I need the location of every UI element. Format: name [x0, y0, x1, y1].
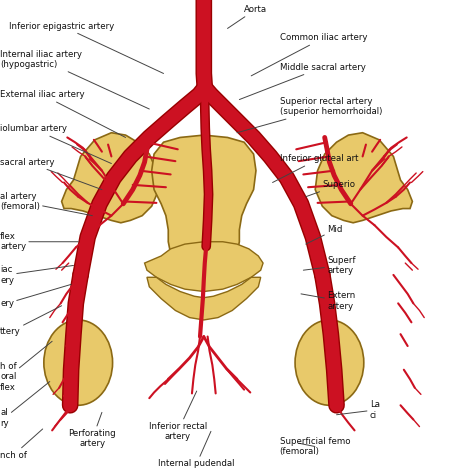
- Polygon shape: [147, 277, 261, 320]
- Text: Mid: Mid: [306, 226, 342, 244]
- Text: iolumbar artery: iolumbar artery: [0, 125, 111, 164]
- Text: Aorta: Aorta: [228, 5, 267, 28]
- Polygon shape: [152, 135, 256, 277]
- Text: ttery: ttery: [0, 306, 62, 336]
- Ellipse shape: [44, 320, 113, 405]
- Text: Internal pudendal: Internal pudendal: [158, 431, 235, 468]
- Polygon shape: [315, 133, 412, 223]
- Ellipse shape: [295, 320, 364, 405]
- Text: Superficial femo
(femoral): Superficial femo (femoral): [280, 437, 350, 456]
- Text: Inferior gluteal art: Inferior gluteal art: [273, 155, 358, 182]
- Text: h of
oral
flex: h of oral flex: [0, 341, 52, 392]
- Text: Internal iliac artery
(hypogastric): Internal iliac artery (hypogastric): [0, 50, 149, 109]
- Text: sacral artery: sacral artery: [0, 158, 102, 190]
- Text: al artery
(femoral): al artery (femoral): [0, 192, 92, 216]
- Text: Superior rectal artery
(superior hemorrhoidal): Superior rectal artery (superior hemorrh…: [237, 97, 382, 133]
- Text: flex
artery: flex artery: [0, 232, 78, 251]
- Text: La
ci: La ci: [337, 401, 380, 419]
- Text: nch of: nch of: [0, 429, 43, 459]
- Text: Middle sacral artery: Middle sacral artery: [239, 63, 365, 100]
- Text: External iliac artery: External iliac artery: [0, 91, 126, 137]
- Text: Common iliac artery: Common iliac artery: [251, 34, 367, 76]
- Text: Inferior epigastric artery: Inferior epigastric artery: [9, 22, 164, 73]
- Text: al
ry: al ry: [0, 382, 50, 428]
- Text: Superf
artery: Superf artery: [303, 256, 356, 275]
- Text: Inferior rectal
artery: Inferior rectal artery: [149, 391, 207, 441]
- Text: Superio: Superio: [306, 181, 356, 197]
- Polygon shape: [145, 242, 263, 292]
- Text: Perforating
artery: Perforating artery: [69, 412, 116, 448]
- Text: iac
ery: iac ery: [0, 265, 73, 284]
- Text: Extern
artery: Extern artery: [301, 292, 356, 310]
- Text: ery: ery: [0, 284, 71, 308]
- Polygon shape: [62, 133, 159, 223]
